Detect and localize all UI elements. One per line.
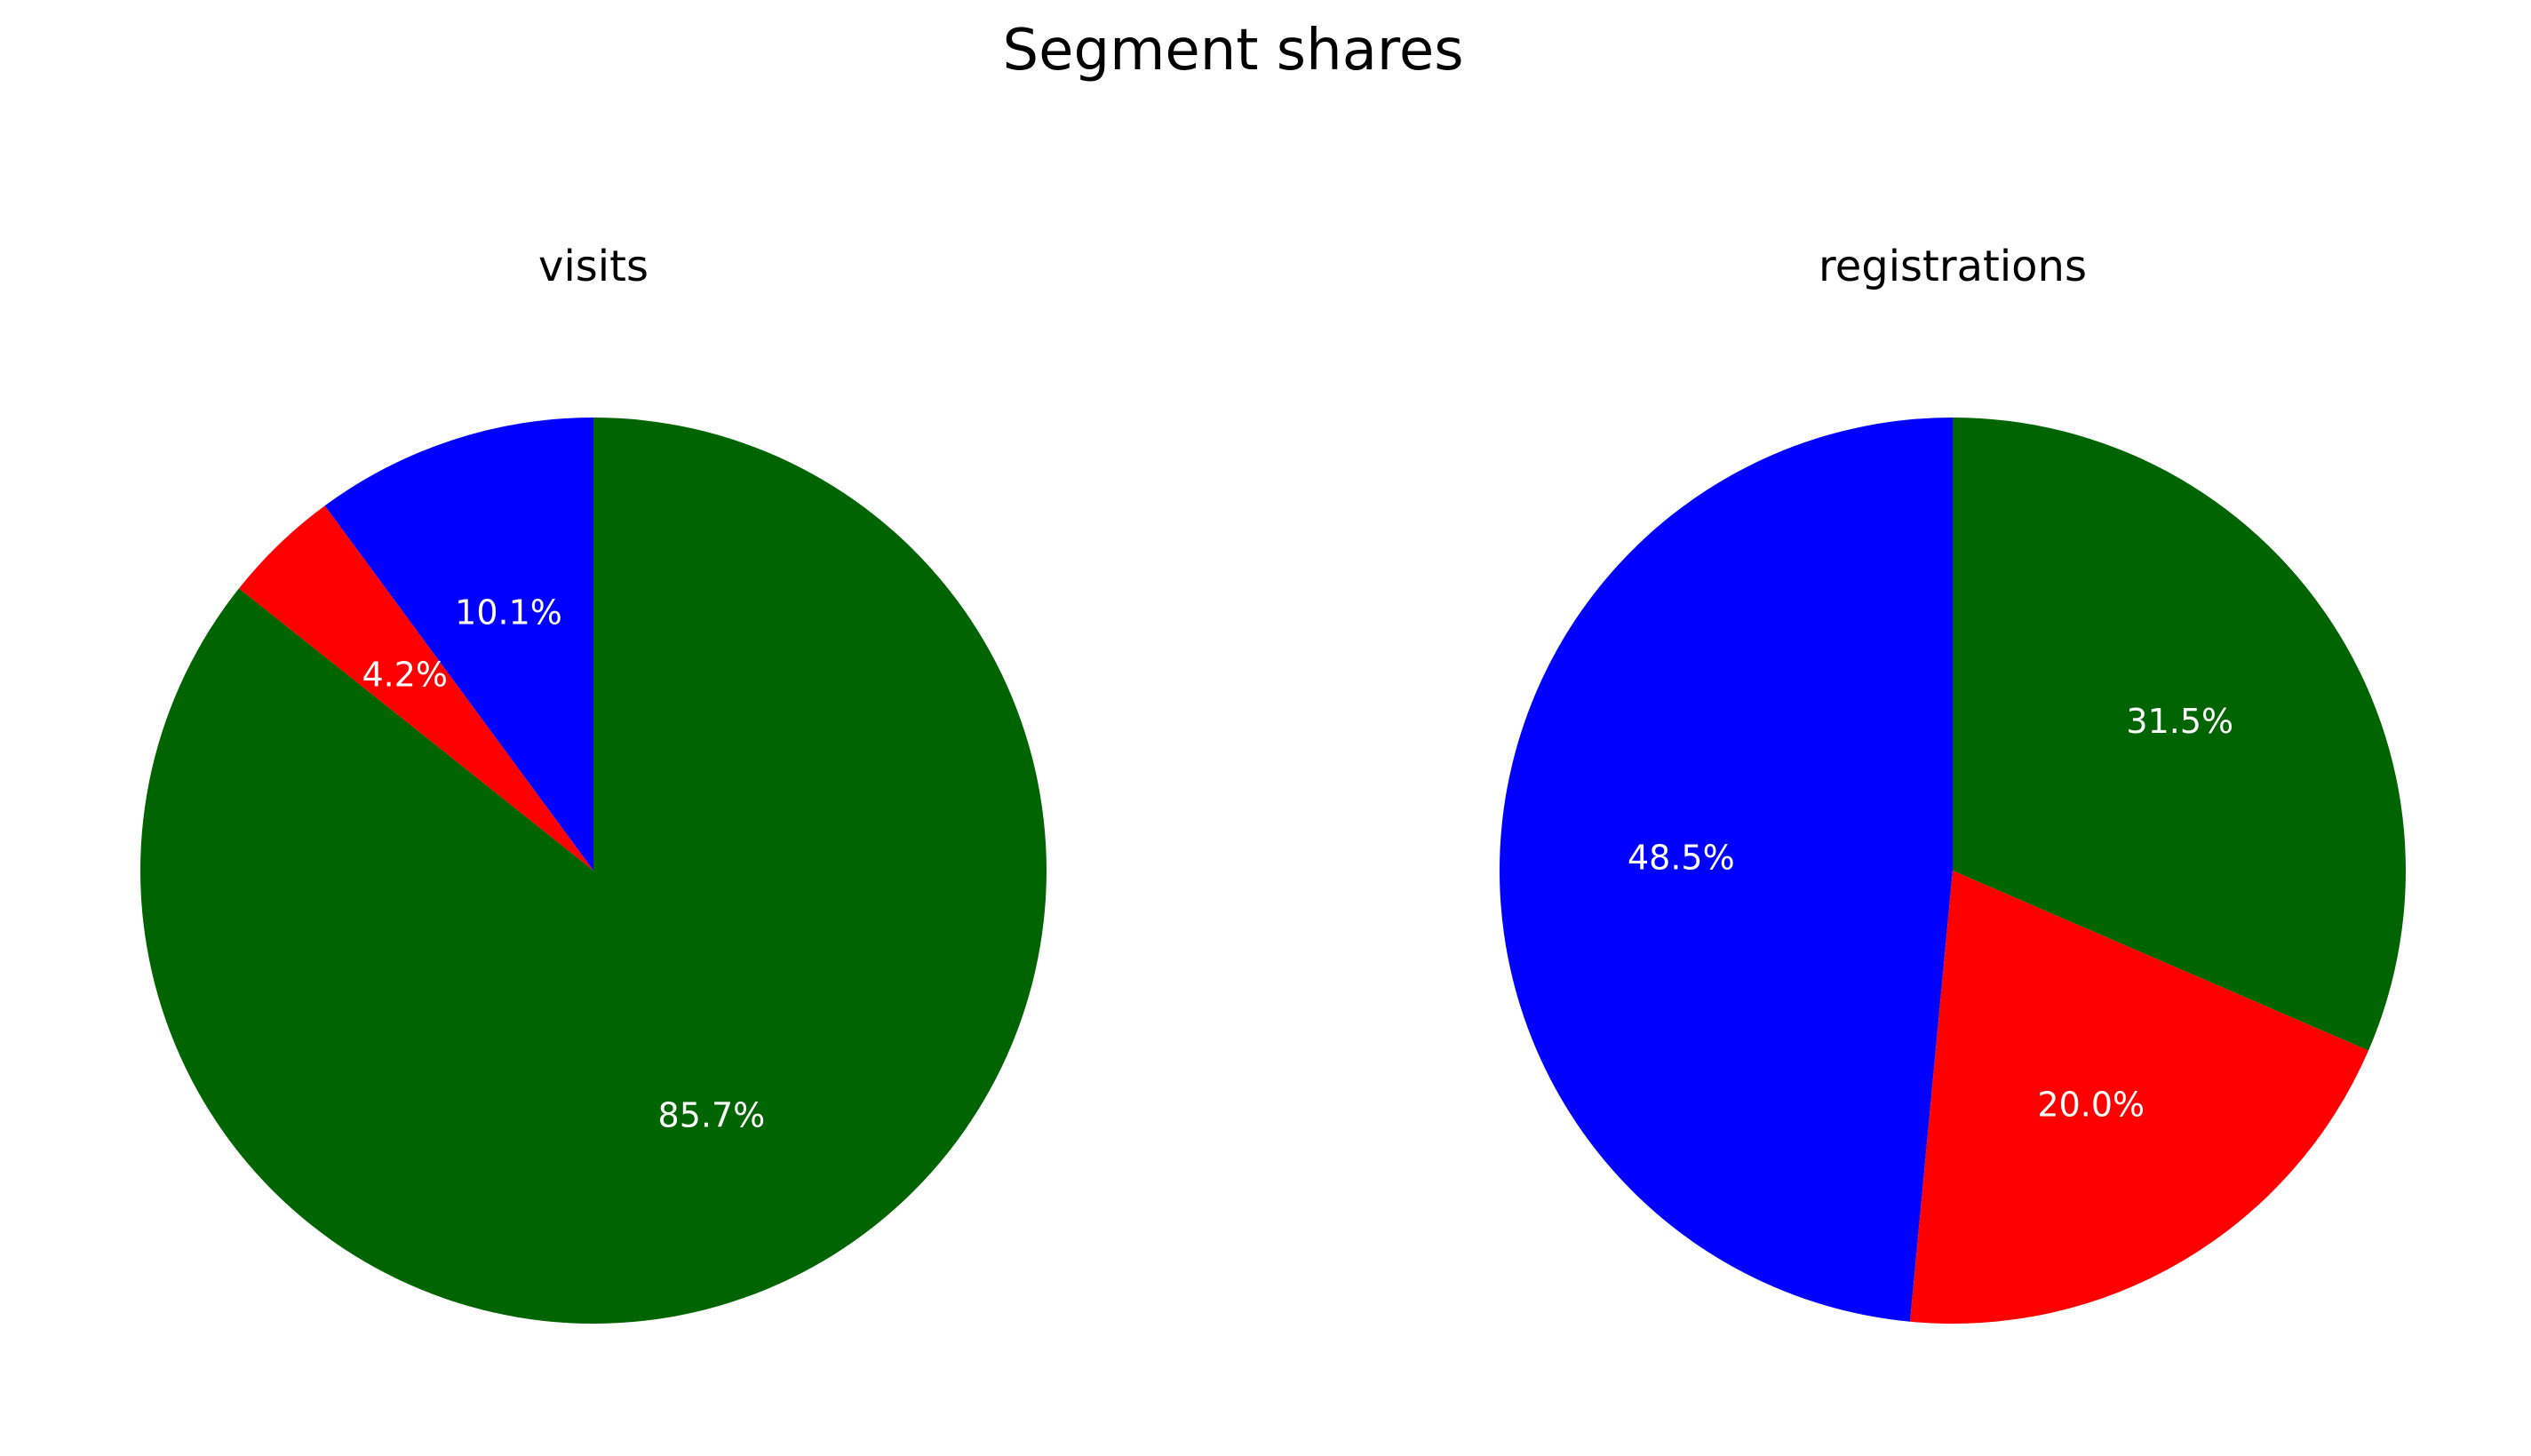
pie-label-visits-0: 10.1%: [455, 593, 562, 632]
pie-slices-visits: [140, 418, 1047, 1325]
pie-chart-registrations: registrations 48.5% 20.0% 31.5%: [1499, 242, 2406, 1325]
pie-slice-visits-2: [140, 418, 1047, 1325]
pie-chart-visits: visits 10.1%4.2% 85.7%: [140, 242, 1047, 1325]
pie-slice-registrations-0: [1499, 418, 1953, 1322]
pie-label-visits-1: 4.2%: [362, 656, 448, 695]
pie-labels-registrations: 48.5% 20.0% 31.5%: [1628, 702, 2233, 1124]
pie-title-registrations: registrations: [1819, 242, 2087, 291]
pie-label-registrations-2: 31.5%: [2126, 702, 2233, 741]
pie-slice-visits-0: [324, 418, 593, 871]
pie-slices-registrations: [1499, 418, 2406, 1325]
pie-slice-visits-1: [238, 505, 593, 871]
pie-label-registrations-0: 48.5%: [1628, 839, 1735, 878]
pie-slice-registrations-2: [1953, 418, 2406, 1051]
figure-title: Segment shares: [1002, 18, 1463, 84]
pie-title-visits: visits: [538, 242, 649, 291]
pie-label-registrations-1: 20.0%: [2037, 1085, 2145, 1124]
pie-slice-registrations-1: [1910, 871, 2369, 1325]
pie-labels-visits: 10.1%4.2% 85.7%: [362, 593, 765, 1134]
pie-label-visits-2: 85.7%: [658, 1096, 766, 1135]
